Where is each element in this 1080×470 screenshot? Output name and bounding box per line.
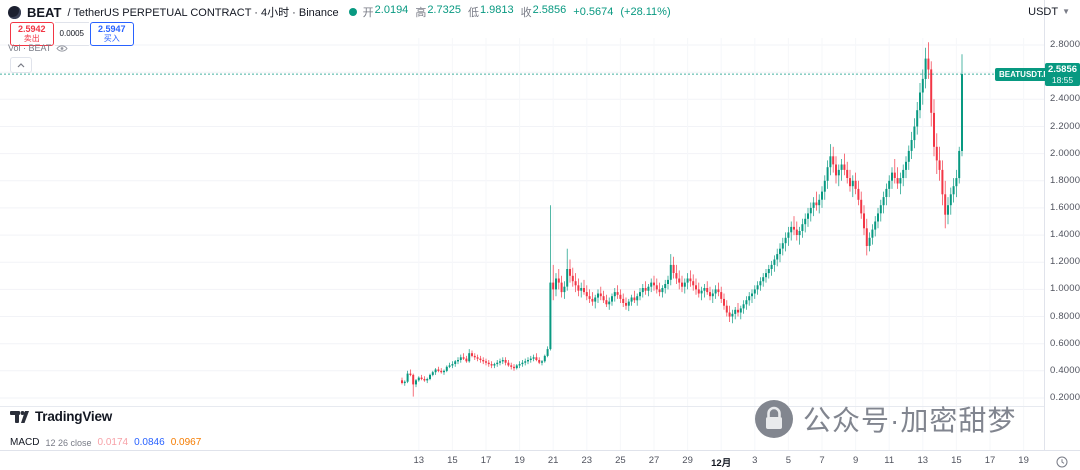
tradingview-brand-label: TradingView bbox=[35, 409, 113, 424]
change-value: +0.5674 bbox=[573, 6, 614, 18]
last-price-value: 2.5856 bbox=[1047, 64, 1078, 75]
last-price-label: 2.5856 18:55 bbox=[1045, 63, 1080, 86]
watermark-text: 公众号·加密甜梦 bbox=[803, 405, 1017, 436]
ohlc-open-label: 开 bbox=[362, 7, 374, 19]
time-tick: 11 bbox=[884, 455, 895, 466]
currency-selector[interactable]: USDT ▼ bbox=[1028, 6, 1070, 18]
time-tick: 29 bbox=[682, 455, 693, 466]
ohlc-readout: 开 2.0194 高 2.7325 低 1.9813 收 2.5856 +0.5674 … bbox=[363, 4, 671, 20]
time-tick: 12月 bbox=[711, 458, 732, 469]
price-tick: 2.8000 bbox=[1050, 39, 1080, 50]
time-tick: 9 bbox=[852, 455, 859, 466]
pane-divider[interactable] bbox=[0, 406, 1044, 407]
time-tick: 17 bbox=[480, 455, 492, 466]
price-tick: 1.2000 bbox=[1050, 256, 1080, 268]
macd-histogram-value: 0.0174 bbox=[97, 437, 129, 448]
time-tick: 23 bbox=[581, 455, 593, 466]
macd-signal-value: 0.0967 bbox=[170, 437, 202, 448]
price-tick: 2.0000 bbox=[1050, 147, 1080, 159]
buy-price: 2.5947 bbox=[98, 24, 126, 34]
ohlc-close-value: 2.5856 bbox=[532, 4, 567, 16]
ohlc-open-value: 2.0194 bbox=[374, 4, 409, 16]
price-tick: 1.6000 bbox=[1050, 201, 1080, 213]
time-tick: 21 bbox=[547, 455, 559, 466]
price-tick: 2.2000 bbox=[1050, 120, 1080, 132]
price-tick: 0.2000 bbox=[1050, 392, 1080, 403]
time-tick: 15 bbox=[447, 455, 458, 466]
time-tick: 17 bbox=[984, 455, 996, 466]
time-tick: 25 bbox=[615, 455, 626, 466]
order-panel: 2.5942 卖出 0.0005 2.5947 买入 bbox=[10, 22, 134, 46]
chevron-up-icon bbox=[17, 62, 25, 67]
time-tick: 5 bbox=[785, 455, 792, 466]
macd-line-value: 0.0846 bbox=[134, 437, 165, 448]
macd-title: MACD bbox=[10, 437, 40, 448]
time-tick: 19 bbox=[1018, 455, 1029, 466]
ohlc-high-value: 2.7325 bbox=[427, 4, 461, 16]
sell-price: 2.5942 bbox=[18, 24, 46, 34]
tradingview-brand[interactable]: TradingView bbox=[10, 408, 112, 425]
buy-button[interactable]: 2.5947 买入 bbox=[90, 22, 134, 46]
time-tick: 7 bbox=[819, 455, 825, 466]
time-tick: 27 bbox=[648, 455, 660, 466]
currency-label: USDT bbox=[1028, 6, 1059, 18]
symbol-logo-icon bbox=[8, 5, 21, 19]
time-axis-border bbox=[0, 450, 1080, 451]
sell-button[interactable]: 2.5942 卖出 bbox=[10, 22, 54, 46]
time-tick: 13 bbox=[917, 455, 929, 466]
price-tick: 0.8000 bbox=[1050, 310, 1080, 322]
price-axis[interactable]: 2.80002.60002.40002.20002.00001.80001.60… bbox=[1045, 0, 1080, 450]
price-tick: 1.4000 bbox=[1050, 229, 1080, 241]
sell-label: 卖出 bbox=[23, 34, 40, 44]
watermark-logo-icon bbox=[755, 400, 793, 438]
ohlc-low-value: 1.9813 bbox=[479, 4, 514, 16]
macd-params: 12 26 close bbox=[45, 437, 92, 448]
price-tick: 1.8000 bbox=[1050, 174, 1080, 186]
ohlc-close-label: 收 bbox=[520, 7, 532, 19]
price-axis-border bbox=[1044, 0, 1045, 450]
visibility-eye-icon[interactable] bbox=[56, 44, 68, 53]
market-status-icon bbox=[348, 8, 357, 16]
time-tick: 3 bbox=[752, 455, 758, 466]
price-tick: 1.0000 bbox=[1050, 283, 1080, 295]
change-percent: (+28.11%) bbox=[620, 6, 671, 18]
price-line-symbol-tag: BEATUSDT.P bbox=[995, 68, 1053, 81]
volume-legend[interactable]: Vol · BEAT bbox=[8, 43, 68, 53]
bar-countdown: 18:55 bbox=[1051, 75, 1074, 85]
volume-legend-label: Vol · BEAT bbox=[8, 43, 52, 53]
time-tick: 19 bbox=[514, 455, 525, 466]
collapse-pane-button[interactable] bbox=[10, 57, 32, 73]
symbol-details[interactable]: / TetherUS PERPETUAL CONTRACT · 4小时 · Bi… bbox=[67, 7, 339, 19]
watermark: 公众号·加密甜梦 bbox=[755, 399, 1016, 439]
time-tick: 13 bbox=[413, 455, 425, 466]
chevron-down-icon: ▼ bbox=[1062, 6, 1070, 16]
buy-label: 买入 bbox=[103, 34, 120, 44]
price-tick: 0.4000 bbox=[1050, 364, 1080, 376]
symbol-name[interactable]: BEAT bbox=[27, 4, 62, 20]
timezone-clock-icon[interactable] bbox=[1056, 455, 1068, 470]
time-axis[interactable]: 13 15 17 19 21 23 25 27 29 12月 3 5 7 9 11 13 15 17 19 bbox=[0, 451, 1080, 470]
macd-legend[interactable]: MACD 12 26 close 0.0174 0.0846 0.0967 bbox=[10, 437, 201, 448]
ohlc-high-label: 高 bbox=[415, 7, 427, 19]
tradingview-logo-icon bbox=[10, 411, 29, 423]
price-tick: 2.4000 bbox=[1050, 93, 1080, 105]
price-tick: 0.6000 bbox=[1050, 337, 1080, 349]
spread-value: 0.0005 bbox=[54, 22, 89, 46]
ohlc-low-label: 低 bbox=[467, 7, 479, 19]
time-tick: 15 bbox=[951, 455, 962, 466]
symbol-header: BEAT / TetherUS PERPETUAL CONTRACT · 4小时… bbox=[8, 4, 671, 20]
